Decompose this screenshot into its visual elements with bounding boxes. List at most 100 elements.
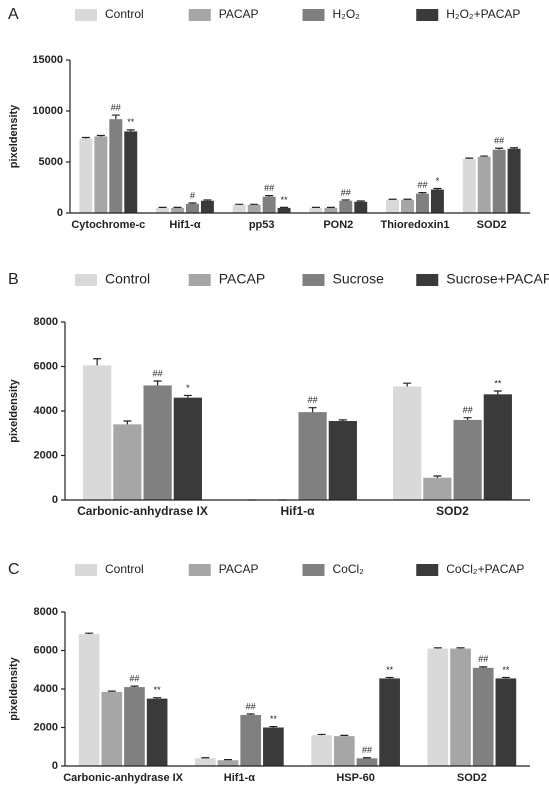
error-bar (130, 685, 139, 688)
bar (354, 201, 368, 213)
bar (309, 207, 323, 213)
legend-swatch (75, 564, 97, 576)
error-bar (111, 114, 120, 120)
error-bar (123, 420, 132, 425)
error-bar (317, 733, 326, 736)
bar (94, 136, 108, 213)
legend-swatch (302, 274, 325, 286)
bar (263, 727, 284, 766)
legend-swatch (188, 9, 211, 21)
error-bar (188, 202, 197, 204)
y-tick-label: 2000 (34, 449, 58, 461)
significance-mark: ## (463, 405, 473, 415)
error-bar (224, 759, 233, 761)
bar (232, 204, 246, 213)
y-tick-label: 0 (52, 760, 58, 772)
bar (247, 204, 261, 213)
bar (356, 758, 378, 766)
error-bar (183, 394, 192, 398)
error-bar (96, 134, 105, 137)
significance-mark: * (186, 383, 190, 393)
legend-label: Sucrose (333, 271, 385, 287)
error-bar (311, 206, 320, 208)
legend-label: PACAP (219, 562, 259, 576)
bar (472, 667, 494, 766)
bar (324, 207, 338, 213)
y-tick-label: 4000 (34, 405, 58, 417)
x-tick-label: SOD2 (457, 772, 487, 784)
significance-mark: ** (270, 714, 278, 724)
bar (83, 365, 112, 500)
error-bar (403, 198, 412, 200)
x-tick-label: Hif1-α (280, 504, 315, 518)
bar (240, 714, 262, 766)
error-bar (250, 203, 259, 205)
y-axis-label: pixeldensity (8, 656, 20, 720)
error-bar (385, 676, 394, 679)
legend-swatch (302, 564, 325, 576)
bar (427, 648, 449, 766)
error-bar (388, 198, 397, 200)
error-bar (93, 358, 102, 366)
x-tick-label: Hif1-α (169, 219, 200, 231)
error-bar (495, 147, 504, 150)
bar (430, 189, 444, 213)
bar (507, 148, 521, 213)
bar (173, 397, 202, 500)
bar (401, 199, 414, 213)
error-bar (433, 475, 442, 478)
bar (339, 200, 353, 213)
error-bar (480, 155, 489, 157)
bar (124, 131, 138, 213)
bar (453, 419, 482, 500)
error-bar (107, 690, 116, 692)
bar (386, 199, 400, 213)
error-bar (153, 697, 162, 699)
significance-mark: ## (246, 701, 256, 711)
bar (333, 736, 355, 766)
significance-mark: ## (494, 136, 504, 146)
bar (124, 687, 145, 766)
error-bar (308, 407, 317, 413)
legend-label: PACAP (219, 271, 265, 287)
bar (171, 207, 184, 213)
bar (328, 421, 357, 500)
bar (146, 698, 168, 766)
y-axis-label: pixeldensity (8, 378, 20, 442)
legend-label: Control (105, 7, 144, 21)
bar (109, 119, 123, 213)
x-tick-label: Carbonic-anhydrase IX (77, 504, 208, 518)
legend-swatch (416, 9, 439, 21)
y-tick-label: 5000 (39, 156, 63, 168)
y-tick-label: 4000 (34, 683, 58, 695)
legend-label: CoCl₂ (333, 562, 365, 576)
significance-mark: ** (502, 665, 510, 675)
error-bar (403, 382, 412, 387)
significance-mark: * (436, 176, 440, 186)
legend-label: PACAP (219, 7, 259, 21)
error-bar (479, 666, 488, 668)
error-bar (418, 192, 427, 194)
y-tick-label: 6000 (34, 644, 58, 656)
error-bar (465, 157, 474, 159)
error-bar (280, 206, 289, 208)
x-tick-label: SOD2 (436, 504, 469, 518)
significance-mark: # (190, 190, 195, 200)
bar (423, 477, 452, 500)
y-tick-label: 8000 (34, 316, 58, 328)
legend-swatch (188, 564, 211, 576)
x-tick-label: PON2 (323, 219, 353, 231)
bar (477, 156, 491, 213)
panel-label: C (8, 561, 20, 578)
error-bar (269, 725, 278, 728)
error-bar (85, 632, 94, 635)
bar (277, 207, 291, 213)
y-tick-label: 2000 (34, 721, 58, 733)
bar (79, 138, 93, 213)
bar (393, 386, 422, 500)
bar (186, 203, 199, 213)
bar (462, 158, 476, 213)
legend-swatch (416, 274, 439, 286)
significance-mark: ** (281, 195, 289, 205)
bar (262, 196, 276, 213)
